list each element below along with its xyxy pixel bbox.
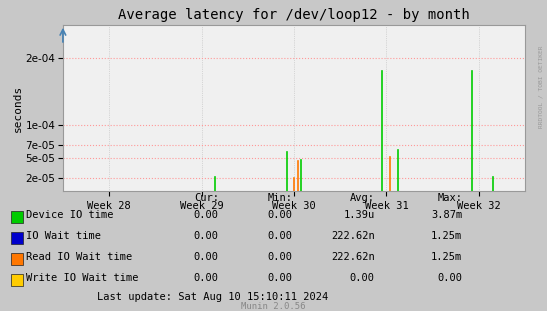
Text: Avg:: Avg: — [350, 193, 375, 202]
Text: 1.25m: 1.25m — [431, 252, 462, 262]
Text: Read IO Wait time: Read IO Wait time — [26, 252, 132, 262]
Text: 0.00: 0.00 — [437, 273, 462, 283]
Y-axis label: seconds: seconds — [13, 85, 22, 132]
Text: 0.00: 0.00 — [194, 252, 219, 262]
Text: Munin 2.0.56: Munin 2.0.56 — [241, 301, 306, 310]
Text: 0.00: 0.00 — [194, 231, 219, 241]
Text: Device IO time: Device IO time — [26, 210, 114, 220]
Title: Average latency for /dev/loop12 - by month: Average latency for /dev/loop12 - by mon… — [118, 8, 470, 22]
Text: 1.39u: 1.39u — [344, 210, 375, 220]
Text: 0.00: 0.00 — [267, 252, 293, 262]
Text: 0.00: 0.00 — [194, 273, 219, 283]
Text: Min:: Min: — [267, 193, 293, 202]
Text: 1.25m: 1.25m — [431, 231, 462, 241]
Text: 0.00: 0.00 — [267, 231, 293, 241]
Text: RRDTOOL / TOBI OETIKER: RRDTOOL / TOBI OETIKER — [538, 46, 543, 128]
Text: Max:: Max: — [437, 193, 462, 202]
Text: 0.00: 0.00 — [350, 273, 375, 283]
Text: 222.62n: 222.62n — [331, 252, 375, 262]
Text: 0.00: 0.00 — [194, 210, 219, 220]
Text: 0.00: 0.00 — [267, 210, 293, 220]
Text: 222.62n: 222.62n — [331, 231, 375, 241]
Text: 0.00: 0.00 — [267, 273, 293, 283]
Text: Cur:: Cur: — [194, 193, 219, 202]
Text: IO Wait time: IO Wait time — [26, 231, 101, 241]
Text: Last update: Sat Aug 10 15:10:11 2024: Last update: Sat Aug 10 15:10:11 2024 — [97, 292, 328, 302]
Text: Write IO Wait time: Write IO Wait time — [26, 273, 139, 283]
Text: 3.87m: 3.87m — [431, 210, 462, 220]
